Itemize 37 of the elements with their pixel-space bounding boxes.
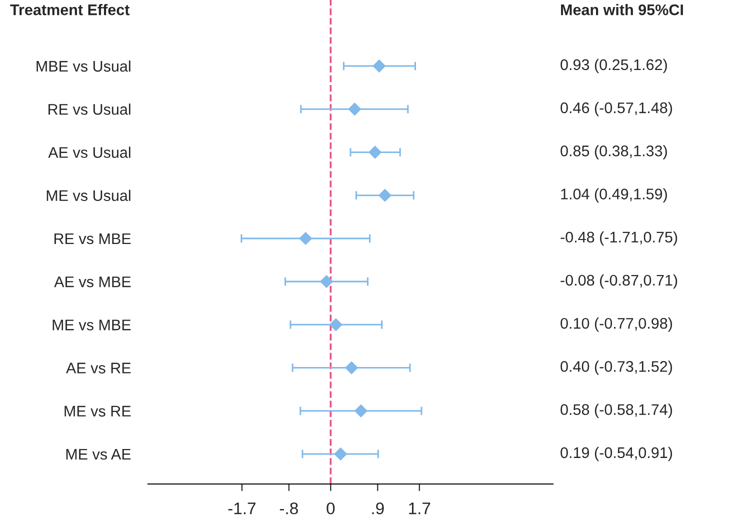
point: [334, 447, 348, 461]
x-tick-label: -.8: [280, 502, 298, 514]
y-tick-label: ME vs MBE: [52, 320, 131, 330]
point: [354, 404, 368, 418]
x-tick-label: 1.7: [409, 502, 430, 514]
point: [329, 318, 342, 332]
point: [378, 188, 392, 202]
x-tick-label: -1.7: [228, 502, 256, 514]
y-tick-label: RE vs MBE: [54, 233, 131, 244]
data-label: 0.46 (-0.57,1.48): [560, 102, 672, 116]
y-tick-label: AE vs RE: [66, 362, 131, 374]
point: [299, 232, 312, 246]
data-label: 0.40 (-0.73,1.52): [560, 360, 672, 375]
y-tick-label: ME vs Usual: [46, 190, 130, 202]
point: [344, 361, 358, 374]
data-label: 0.58 (-0.58,1.74): [560, 404, 672, 418]
data-label: 0.19 (-0.54,0.91): [560, 446, 672, 462]
y-tick-label: ME vs RE: [64, 406, 131, 417]
x-tick-label: .9: [372, 502, 384, 514]
point: [348, 102, 362, 116]
y-axis-title: Treatment Effect: [10, 4, 130, 16]
y-tick-label: RE vs Usual: [48, 104, 130, 115]
y-tick-label: MBE vs Usual: [36, 60, 130, 72]
data-label: 0.93 (0.25,1.62): [560, 58, 667, 74]
data-label: 1.04 (0.49,1.59): [561, 188, 667, 202]
point: [372, 59, 386, 73]
data-label: -0.08 (-0.87,0.71): [560, 274, 678, 289]
y-tick-label: AE vs MBE: [54, 276, 131, 288]
x-tick-label: 0: [326, 502, 335, 514]
y-tick-label: ME vs AE: [66, 449, 131, 460]
text: Mean with 95%CI: [561, 4, 683, 16]
y-tick-label: AE vs Usual: [48, 146, 130, 158]
data-label: 0.85 (0.38,1.33): [560, 145, 667, 160]
point: [368, 146, 382, 159]
data-label: -0.48 (-1.71,0.75): [560, 231, 678, 246]
point: [320, 274, 334, 288]
data-label: 0.10 (-0.77,0.98): [560, 318, 672, 332]
